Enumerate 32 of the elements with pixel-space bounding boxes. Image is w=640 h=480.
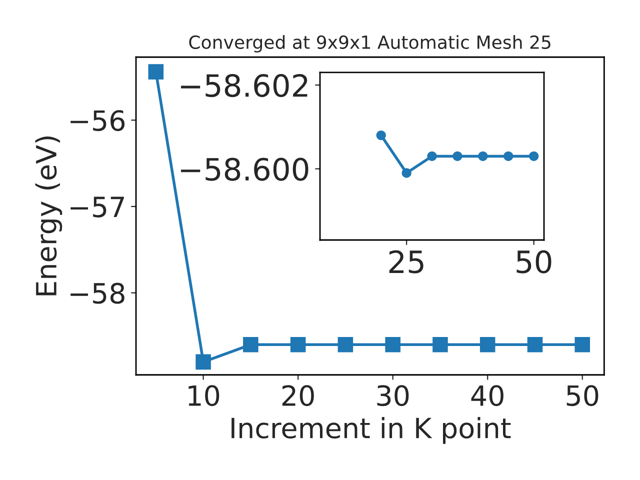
point (427, 151, 437, 162)
y-tick-label: −58.602 (180, 74, 308, 98)
x-tick-label: 40 (471, 385, 504, 406)
y-axis-title: Energy (eV) (35, 136, 62, 296)
point (528, 151, 539, 162)
point (402, 168, 412, 178)
x-tick-label: 50 (566, 385, 598, 406)
y-tick-label: −57 (70, 196, 124, 218)
point (196, 354, 211, 370)
point (243, 337, 258, 352)
point (385, 337, 400, 352)
point (452, 151, 462, 162)
x-axis-title: Increment in K point (232, 417, 511, 444)
point (432, 337, 448, 352)
point (338, 337, 354, 352)
x-tick-label: 30 (377, 385, 409, 406)
x-tick-label: 25 (389, 250, 424, 274)
x-tick-label: 20 (282, 385, 314, 406)
point (504, 151, 514, 162)
point (376, 130, 386, 140)
point (478, 151, 488, 162)
point (527, 337, 543, 352)
point (574, 337, 590, 352)
y-tick-label: −56 (70, 110, 125, 132)
point (290, 337, 306, 352)
y-tick-label: −58 (70, 282, 124, 304)
chart-title: Converged at 9x9x1 Automatic Mesh 25 (189, 35, 550, 53)
x-tick-label: 10 (188, 385, 220, 406)
point (480, 337, 496, 352)
x-tick-label: 50 (516, 250, 552, 274)
y-tick-label: −58.600 (180, 158, 308, 181)
point (148, 64, 164, 80)
